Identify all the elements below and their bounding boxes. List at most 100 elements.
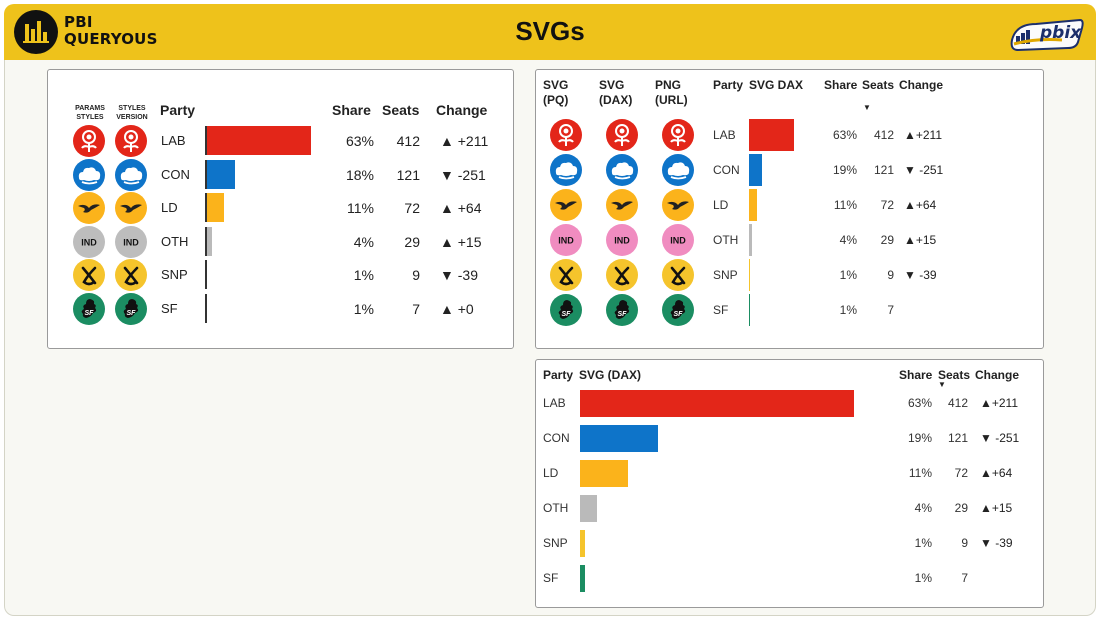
tree-icon	[73, 158, 105, 191]
bird-icon	[115, 192, 147, 224]
bar-chart-logo-icon	[14, 10, 58, 54]
page-title: SVGs	[515, 16, 585, 46]
change-column-header[interactable]: Change	[975, 368, 1020, 382]
svg-text:IND: IND	[81, 237, 97, 247]
bird-icon	[73, 192, 105, 224]
party-svg-comparison-card: SVG (PQ) SVG (DAX) PNG (URL) Party SVG D…	[535, 69, 1044, 349]
change-column-header[interactable]: Change	[899, 78, 944, 92]
share-bar	[749, 154, 762, 186]
svg-dax-column-header[interactable]: SVG (DAX)	[599, 78, 632, 108]
party-code: SNP	[543, 536, 568, 550]
sort-descending-icon[interactable]: ▼	[938, 380, 946, 389]
seats-value: 7	[961, 571, 968, 585]
ind-icon: IND	[115, 225, 147, 258]
svg-pq-header-line1: SVG	[543, 78, 569, 92]
seats-column-header[interactable]: Seats	[862, 78, 895, 92]
pbix-badge-text: pbix	[1039, 23, 1082, 43]
seats-column-header[interactable]: Seats	[938, 368, 971, 382]
share-value: 4%	[353, 233, 374, 250]
snp-icon	[115, 259, 147, 291]
svg-pq-header-line2: (PQ)	[543, 93, 569, 107]
seats-value: 9	[887, 268, 894, 282]
seats-column-header[interactable]: Seats	[382, 102, 420, 118]
rose-icon	[550, 119, 582, 151]
share-bar	[205, 293, 207, 323]
bird-icon	[550, 189, 582, 221]
share-bar	[205, 260, 207, 289]
params-styles-header-line1: PARAMS	[75, 105, 105, 112]
share-column-header[interactable]: Share	[899, 368, 933, 382]
svg-text:IND: IND	[558, 236, 574, 246]
share-value: 63%	[832, 128, 857, 142]
seats-value: 29	[954, 501, 968, 515]
sf-icon: SF	[73, 292, 105, 325]
ind-icon: IND	[73, 225, 105, 258]
tree-icon	[115, 158, 147, 191]
party-code: LD	[161, 200, 178, 215]
snp-icon	[73, 259, 105, 291]
party-code: SF	[713, 303, 729, 317]
share-bar	[749, 259, 750, 291]
rose-icon	[606, 119, 638, 151]
rose-icon	[115, 125, 147, 157]
change-value: ▲+211	[904, 128, 943, 142]
png-url-column-header[interactable]: PNG (URL)	[655, 78, 688, 108]
svg-text:SF: SF	[562, 311, 572, 318]
share-column-header[interactable]: Share	[332, 102, 371, 118]
change-value: ▲+15	[904, 233, 937, 247]
party-code: CON	[161, 166, 190, 182]
seats-value: 7	[412, 300, 420, 317]
bird-icon	[662, 189, 694, 221]
seats-value: 7	[887, 303, 894, 317]
party-column-header[interactable]: Party	[543, 368, 574, 382]
change-value: ▼ -39	[980, 536, 1013, 550]
change-value: ▲ +64	[440, 200, 482, 216]
seats-value: 9	[412, 267, 420, 283]
sf-icon: SF	[550, 294, 582, 326]
share-bar	[205, 159, 236, 189]
snp-icon	[606, 259, 638, 291]
share-bar	[580, 460, 628, 487]
header-bar: PBI QUERYOUS SVGs pbix	[4, 4, 1096, 60]
change-value: ▲ +0	[440, 300, 474, 317]
params-styles-header: PARAMS STYLES	[70, 104, 110, 122]
change-value: ▼ -251	[980, 431, 1020, 445]
sort-descending-icon[interactable]: ▼	[863, 103, 871, 112]
share-column-header[interactable]: Share	[824, 78, 858, 92]
share-value: 1%	[353, 300, 374, 317]
share-value: 4%	[839, 233, 857, 247]
svg-dax-bar-column-header[interactable]: SVG DAX	[749, 78, 804, 92]
ind-icon: IND	[550, 224, 582, 256]
party-code: OTH	[543, 501, 569, 515]
bird-icon	[606, 189, 638, 221]
rose-icon	[73, 125, 105, 157]
sf-icon: SF	[606, 294, 638, 326]
share-value: 1%	[914, 536, 932, 550]
party-code: LD	[713, 198, 729, 212]
change-column-header[interactable]: Change	[436, 102, 488, 118]
party-column-header[interactable]: Party	[160, 102, 196, 118]
party-column-header[interactable]: Party	[713, 78, 744, 92]
svg-text:SF: SF	[618, 311, 628, 318]
change-value: ▲+15	[980, 501, 1013, 515]
share-value: 19%	[832, 163, 857, 177]
pbix-logo-icon: pbix	[1006, 10, 1086, 54]
png-url-header-line2: (URL)	[655, 93, 688, 107]
params-styles-header-line2: STYLES	[76, 114, 104, 121]
share-value: 4%	[914, 501, 932, 515]
seats-value: 72	[880, 198, 894, 212]
share-bar	[205, 193, 224, 222]
share-value: 1%	[914, 571, 932, 585]
sf-icon: SF	[662, 294, 694, 326]
svg-text:SF: SF	[85, 310, 95, 317]
party-code: SF	[543, 571, 559, 585]
share-value: 1%	[839, 303, 857, 317]
change-value: ▼ -251	[904, 163, 944, 177]
party-code: LD	[543, 466, 559, 480]
brand-line-2: QUERYOUS	[64, 30, 158, 48]
party-code: SF	[161, 300, 178, 316]
ind-icon: IND	[606, 224, 638, 256]
party-code: LAB	[713, 128, 736, 142]
svg-dax-column-header[interactable]: SVG (DAX)	[579, 368, 642, 382]
svg-pq-column-header[interactable]: SVG (PQ)	[543, 78, 568, 108]
